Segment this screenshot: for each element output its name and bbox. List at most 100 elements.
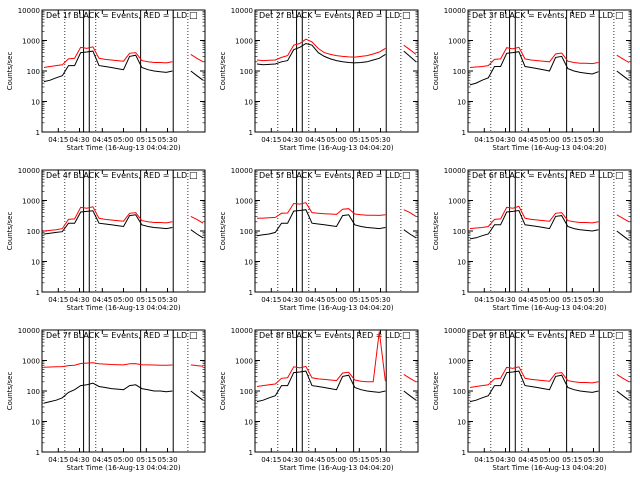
legend-marker: □ [615,171,624,181]
y-axis-label: Counts/sec [432,212,440,251]
y-tick-label: 10 [244,419,253,427]
y-tick-label: 10 [31,419,40,427]
chart-title: Det 8f BLACK = Events, RED = LLD [259,331,400,340]
y-tick-label: 1 [249,449,253,457]
chart-title: Det 3f BLACK = Events, RED = LLD [472,11,613,20]
plot-frame [467,169,632,293]
x-tick-label: 04:45 [92,456,112,464]
y-tick-label: 100 [240,388,253,396]
chart-title: Det 5f BLACK = Events, RED = LLD [259,171,400,180]
chart-title: Det 9f BLACK = Events, RED = LLD [472,331,613,340]
x-tick-label: 04:15 [474,456,494,464]
legend-marker: □ [615,331,624,341]
y-tick-label: 1 [462,289,466,297]
y-axis-label: Counts/sec [219,52,227,91]
y-tick-label: 1000 [448,198,466,206]
y-tick-label: 1 [36,129,40,137]
x-tick-label: 05:30 [157,296,177,304]
chart-panel: Det 1f BLACK = Events, RED = LLD □ 1 10 100 1… [6,7,206,152]
x-tick-label: 05:00 [326,296,346,304]
series-line-lld [256,331,417,387]
x-tick-label: 05:15 [136,296,156,304]
y-tick-label: 1000 [22,358,40,366]
y-tick-label: 10000 [231,167,253,175]
y-tick-label: 1000 [448,38,466,46]
y-tick-label: 10000 [18,7,40,15]
x-axis-label: Start Time (16-Aug-13 04:04:20) [492,144,606,152]
legend-marker: □ [402,171,411,181]
series-line-events [256,209,417,239]
plot-frame [41,169,206,293]
y-axis-label: Counts/sec [219,212,227,251]
y-tick-label: 1000 [448,358,466,366]
y-tick-label: 100 [27,388,40,396]
x-tick-label: 04:45 [305,296,325,304]
y-tick-label: 10 [31,259,40,267]
y-tick-label: 10000 [18,167,40,175]
y-tick-label: 10000 [444,167,466,175]
chart-panel: Det 9f BLACK = Events, RED = LLD □ 1 10 100 1… [432,327,632,472]
chart-panel: Det 2f BLACK = Events, RED = LLD □ 1 10 100 1… [219,7,419,152]
y-tick-label: 100 [453,68,466,76]
y-tick-label: 10000 [231,7,253,15]
x-axis-label: Start Time (16-Aug-13 04:04:20) [279,464,393,472]
y-tick-label: 10000 [444,7,466,15]
plot-frame [254,329,419,453]
x-axis-label: Start Time (16-Aug-13 04:04:20) [279,144,393,152]
series-line-lld [43,362,204,368]
x-tick-label: 05:30 [583,136,603,144]
y-tick-label: 10000 [231,327,253,335]
plot-frame [254,9,419,133]
x-tick-label: 05:15 [349,456,369,464]
x-tick-label: 05:15 [562,136,582,144]
x-tick-label: 05:00 [539,296,559,304]
x-tick-label: 04:45 [518,136,538,144]
x-tick-label: 05:15 [562,456,582,464]
y-tick-label: 10 [457,419,466,427]
x-tick-label: 04:30 [495,136,515,144]
legend-marker: □ [402,331,411,341]
chart-title: Det 6f BLACK = Events, RED = LLD [472,171,613,180]
series-line-lld [256,38,417,62]
y-tick-label: 1000 [22,198,40,206]
x-tick-label: 05:15 [136,456,156,464]
x-tick-label: 05:00 [113,136,133,144]
y-tick-label: 1 [462,129,466,137]
x-tick-label: 05:00 [539,456,559,464]
y-tick-label: 10000 [18,327,40,335]
x-tick-label: 04:15 [48,296,68,304]
x-tick-label: 05:15 [349,296,369,304]
x-tick-label: 05:15 [562,296,582,304]
x-tick-label: 04:15 [474,136,494,144]
series-line-events [469,51,630,86]
series-line-events [43,382,204,404]
x-tick-label: 05:30 [583,456,603,464]
x-tick-label: 05:30 [157,456,177,464]
y-tick-label: 1 [249,129,253,137]
chart-title: Det 4f BLACK = Events, RED = LLD [46,171,187,180]
y-tick-label: 100 [27,68,40,76]
x-tick-label: 05:15 [136,136,156,144]
x-axis-label: Start Time (16-Aug-13 04:04:20) [66,464,180,472]
y-tick-label: 10 [457,99,466,107]
x-tick-label: 05:00 [539,136,559,144]
series-line-events [469,370,630,403]
y-tick-label: 10 [244,259,253,267]
series-line-lld [256,202,417,219]
series-line-lld [43,46,204,68]
y-tick-label: 1000 [22,38,40,46]
legend-marker: □ [189,11,198,21]
x-axis-label: Start Time (16-Aug-13 04:04:20) [66,304,180,312]
x-tick-label: 05:30 [370,296,390,304]
chart-title: Det 1f BLACK = Events, RED = LLD [46,11,187,20]
legend-marker: □ [402,11,411,21]
chart-panel: Det 7f BLACK = Events, RED = LLD □ 1 10 100 1… [6,327,206,472]
x-tick-label: 04:30 [69,296,89,304]
y-axis-label: Counts/sec [432,372,440,411]
y-tick-label: 1 [36,289,40,297]
series-line-events [256,42,417,66]
x-tick-label: 05:00 [113,456,133,464]
y-tick-label: 100 [453,388,466,396]
x-tick-label: 04:15 [48,456,68,464]
